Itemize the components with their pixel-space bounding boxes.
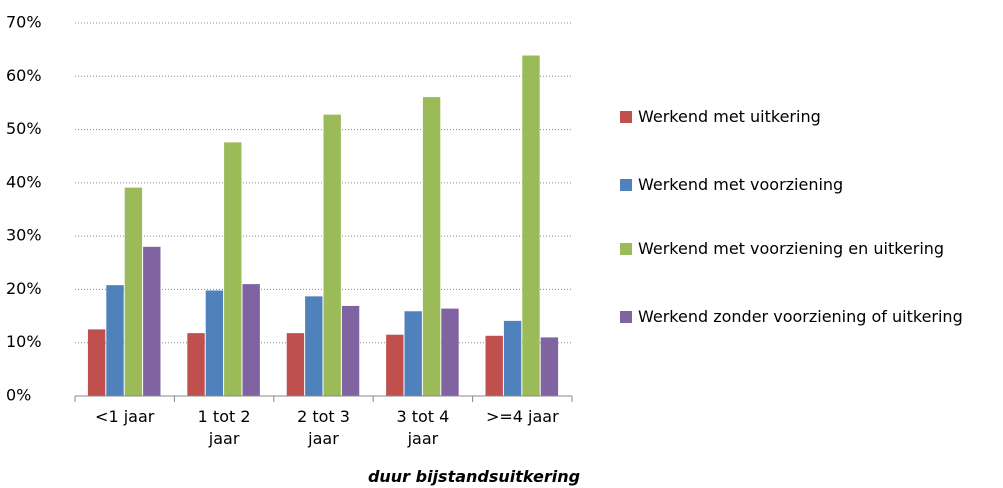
legend-item: Werkend met voorziening — [620, 173, 1003, 197]
legend-swatch — [620, 243, 632, 255]
bar — [224, 142, 242, 396]
y-tick-label: 20% — [6, 279, 42, 298]
legend-swatch — [620, 111, 632, 123]
y-tick-label: 0% — [6, 386, 31, 405]
y-tick-label: 30% — [6, 226, 42, 245]
bar — [323, 114, 341, 396]
y-tick-label: 70% — [6, 13, 42, 32]
y-tick-label: 60% — [6, 66, 42, 85]
x-tick-label: 1 tot 2 jaar — [197, 407, 251, 448]
bar — [386, 334, 404, 396]
legend-item: Werkend zonder voorziening of uitkering — [620, 305, 1003, 329]
bar — [503, 320, 522, 396]
bar — [106, 285, 124, 396]
bar — [305, 296, 323, 396]
bar — [485, 335, 503, 396]
y-tick-label: 10% — [6, 332, 42, 351]
bar — [286, 333, 305, 396]
legend-swatch — [620, 311, 632, 323]
bar — [404, 311, 422, 396]
bar — [441, 308, 459, 396]
x-tick-label: 2 tot 3 jaar — [297, 407, 350, 448]
bar — [87, 329, 106, 396]
bar — [124, 187, 143, 396]
x-axis-label: duur bijstandsuitkering — [367, 467, 581, 486]
legend-item: Werkend met uitkering — [620, 105, 1003, 129]
x-tick-label: >=4 jaar — [485, 407, 559, 426]
bar — [205, 290, 224, 396]
bar — [422, 97, 441, 397]
bar — [187, 333, 205, 396]
bar — [341, 305, 360, 396]
legend-swatch — [620, 179, 632, 191]
bar — [522, 55, 540, 397]
bar — [242, 284, 260, 396]
x-tick-label: 3 tot 4 jaar — [396, 407, 450, 448]
bar — [143, 246, 161, 396]
bar — [540, 337, 559, 396]
legend-item: Werkend met voorziening en uitkering — [620, 237, 1003, 261]
y-tick-label: 40% — [6, 172, 42, 191]
x-tick-label: <1 jaar — [95, 407, 155, 426]
y-tick-label: 50% — [6, 119, 42, 138]
